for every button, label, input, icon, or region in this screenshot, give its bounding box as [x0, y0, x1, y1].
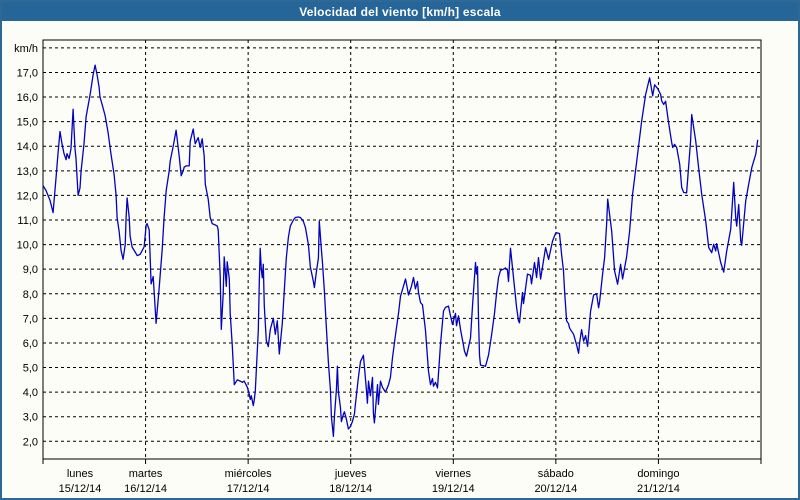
x-date-label: 21/12/14 [637, 483, 680, 495]
y-tick-label: 2,0 [23, 436, 38, 448]
y-tick-label: 9,0 [23, 264, 38, 276]
y-tick-label: 16,0 [17, 92, 38, 104]
y-tick-label: 17,0 [17, 67, 38, 79]
y-tick-label: 14,0 [17, 141, 38, 153]
title-bar: Velocidad del viento [km/h] escala [2, 2, 798, 21]
y-tick-label: 6,0 [23, 338, 38, 350]
wind-speed-line [42, 64, 759, 438]
x-day-label: sábado [538, 468, 574, 480]
y-tick-label: 13,0 [17, 166, 38, 178]
y-tick-label: 10,0 [17, 240, 38, 252]
y-tick-label: 8,0 [23, 289, 38, 301]
x-date-label: 20/12/14 [534, 483, 577, 495]
y-tick-label: 3,0 [23, 412, 38, 424]
y-tick-label: 5,0 [23, 363, 38, 375]
x-date-label: 15/12/14 [59, 483, 102, 495]
x-date-label: 16/12/14 [124, 483, 167, 495]
x-day-label: martes [129, 468, 163, 480]
y-tick-label: 15,0 [17, 117, 38, 129]
window-title: Velocidad del viento [km/h] escala [299, 4, 501, 19]
x-day-label: jueves [334, 468, 367, 480]
x-day-label: miércoles [225, 468, 273, 480]
plot-border [42, 39, 762, 460]
y-tick-label: 11,0 [17, 215, 38, 227]
x-date-label: 17/12/14 [227, 483, 270, 495]
y-axis-unit-label: km/h [14, 43, 38, 55]
x-day-label: lunes [67, 468, 94, 480]
y-tick-label: 12,0 [17, 190, 38, 202]
x-day-label: domingo [637, 468, 679, 480]
y-tick-label: 7,0 [23, 313, 38, 325]
y-tick-label: 4,0 [23, 387, 38, 399]
x-day-label: viernes [436, 468, 472, 480]
x-date-label: 19/12/14 [432, 483, 475, 495]
x-date-label: 18/12/14 [329, 483, 372, 495]
